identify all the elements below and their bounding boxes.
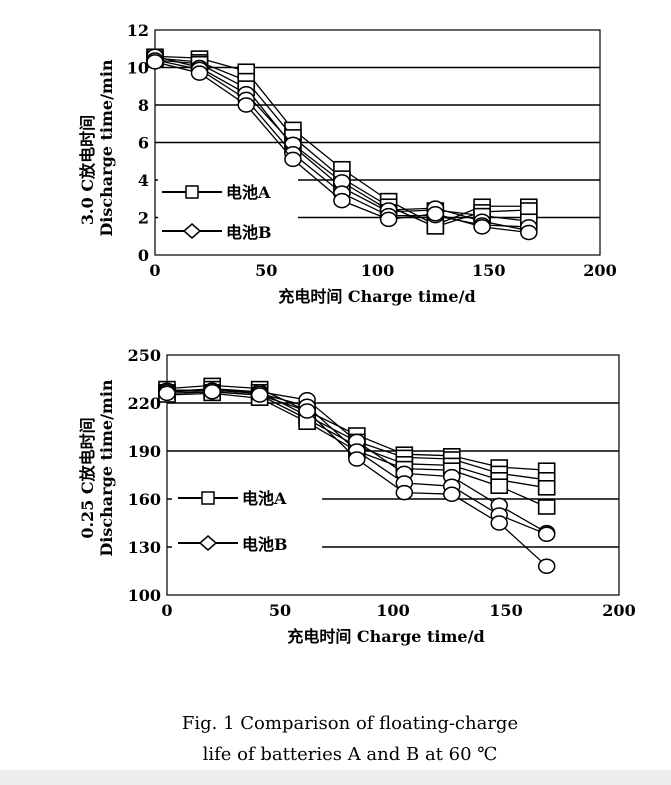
data-point-diamond: [473, 219, 491, 235]
legend-marker-square: [185, 185, 199, 199]
legend-label-a: 电池A: [226, 183, 271, 202]
y-tick-label: 10: [127, 59, 149, 78]
x-tick-labels: 0 50 100 150 200: [149, 261, 616, 280]
legend: 电池A 电池B: [172, 484, 322, 556]
x-tick-label: 50: [255, 261, 277, 280]
figure-caption-line2: life of batteries A and B at 60 ℃: [203, 744, 498, 765]
figure-caption-line1: Fig. 1 Comparison of floating-charge: [182, 713, 518, 734]
data-point-diamond: [520, 224, 538, 241]
y-tick-label: 12: [127, 21, 149, 40]
data-point-diamond: [237, 97, 255, 113]
x-tick-labels: 0 50 100 150 200: [161, 601, 635, 620]
y-axis-label-top: 0.25 C放电时间: [78, 417, 97, 538]
y-tick-label: 4: [138, 171, 149, 190]
y-tick-label: 0: [138, 246, 149, 265]
data-point-diamond: [426, 206, 445, 222]
y-tick-labels: 100 130 160 190 220 250: [128, 346, 161, 605]
data-point-diamond: [203, 384, 221, 400]
data-point-diamond: [298, 403, 316, 419]
x-tick-label: 100: [361, 261, 394, 280]
data-point-diamond: [333, 192, 351, 209]
data-point-diamond: [158, 385, 176, 402]
data-point-diamond: [250, 387, 269, 403]
x-tick-label: 0: [149, 261, 160, 280]
x-tick-label: 150: [472, 261, 505, 280]
legend-label-b: 电池B: [242, 535, 288, 554]
x-tick-label: 200: [583, 261, 616, 280]
data-point-diamond: [537, 558, 556, 574]
legend: 电池A 电池B: [158, 172, 298, 244]
x-tick-label: 150: [489, 601, 522, 620]
legend-marker-diamond: [182, 223, 202, 239]
data-point-diamond: [379, 211, 398, 228]
data-point-diamond: [395, 484, 414, 501]
data-point-diamond: [190, 65, 209, 81]
y-tick-label: 130: [128, 538, 161, 557]
legend-label-b: 电池B: [226, 223, 272, 242]
y-tick-label: 160: [128, 490, 161, 509]
data-point-diamond: [443, 486, 461, 502]
y-tick-label: 100: [128, 586, 161, 605]
y-axis-label-bottom: Discharge time/min: [97, 379, 116, 557]
y-tick-label: 220: [128, 394, 161, 413]
y-tick-label: 8: [138, 96, 149, 115]
data-point-square: [537, 499, 556, 515]
y-tick-label: 190: [128, 442, 161, 461]
data-point-square: [537, 479, 556, 496]
y-tick-label: 6: [138, 134, 149, 153]
x-tick-label: 50: [269, 601, 291, 620]
x-tick-label: 200: [602, 601, 635, 620]
x-axis-label: 充电时间 Charge time/d: [287, 627, 484, 646]
footer-strip: [0, 770, 671, 785]
legend-label-a: 电池A: [242, 489, 287, 508]
data-point-diamond: [348, 451, 366, 467]
legend-marker-diamond: [198, 535, 218, 551]
x-axis-label: 充电时间 Charge time/d: [278, 287, 475, 306]
data-point-square: [490, 478, 509, 495]
x-tick-label: 100: [376, 601, 409, 620]
series-group: [146, 48, 538, 241]
y-tick-label: 2: [138, 209, 149, 228]
legend-marker-square: [201, 491, 215, 505]
y-axis-label-top: 3.0 C放电时间: [78, 115, 97, 225]
y-tick-labels: 0 2 4 6 8 10 12: [127, 21, 149, 265]
x-tick-label: 0: [161, 601, 172, 620]
chart-top: 电池A 电池B 0 2 4 6 8 10 12 0 50 100 150 200 3.0 C放电时间…: [78, 21, 617, 306]
series-group: [158, 377, 556, 574]
y-tick-label: 250: [128, 346, 161, 365]
data-point-diamond: [146, 54, 164, 70]
y-axis-label-bottom: Discharge time/min: [97, 59, 116, 237]
data-point-diamond: [284, 151, 302, 168]
data-point-diamond: [490, 515, 508, 531]
data-point-diamond: [537, 526, 556, 542]
